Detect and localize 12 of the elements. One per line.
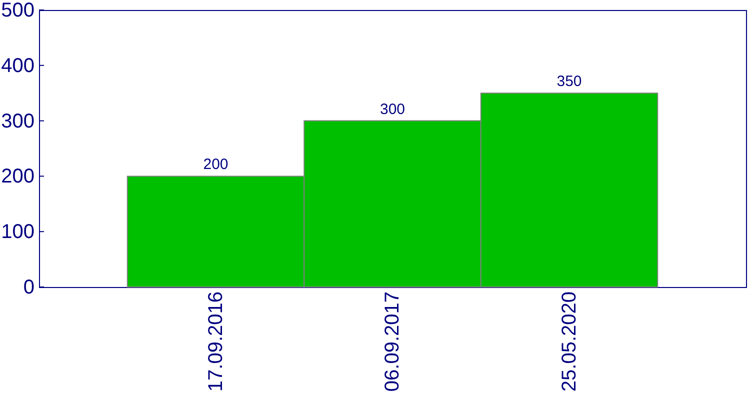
y-tick-label: 100 — [1, 221, 34, 244]
y-tick-label: 400 — [1, 54, 34, 77]
y-tick-label: 200 — [1, 166, 34, 188]
data-label: 200 — [203, 156, 228, 174]
y-tick-label: 300 — [1, 110, 34, 132]
x-tick-label: 25.05.2020 — [558, 292, 580, 392]
data-label: 350 — [556, 73, 582, 90]
y-tick-label: 500 — [1, 0, 34, 22]
x-tick-label: 17.09.2016 — [204, 292, 227, 392]
x-tick-label: 06.09.2017 — [382, 292, 404, 392]
data-label: 300 — [380, 100, 406, 118]
y-tick-label: 0 — [23, 276, 34, 298]
